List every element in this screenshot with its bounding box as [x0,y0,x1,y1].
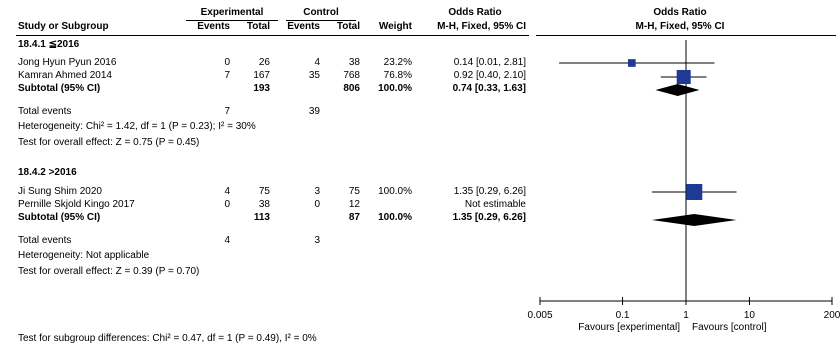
study-square [686,184,703,200]
subtotal-label: Subtotal (95% CI) [18,83,101,94]
header-control-rule [286,20,356,21]
odds-ratio-ci: 1.35 [0.29, 6.26] [453,186,526,197]
header-experimental-rule [186,20,278,21]
exp-events: 0 [224,199,230,210]
header-total-exp: Total [246,21,270,32]
header-odds-ratio-right: Odds Ratio [653,7,707,18]
exp-total: 75 [258,186,270,197]
header-method-right: M-H, Fixed, 95% CI [635,21,725,32]
ctl-total: 75 [348,186,360,197]
study-name: Kamran Ahmed 2014 [18,70,112,81]
exp-events: 0 [224,57,230,68]
header-events-ctl: Events [287,21,320,32]
total-events-exp: 4 [224,235,230,246]
tick-label: 0.1 [615,310,630,321]
exp-events: 7 [224,70,230,81]
overall-effect-text: Test for overall effect: Z = 0.75 (P = 0… [18,137,200,148]
heterogeneity-text: Heterogeneity: Not applicable [18,250,150,261]
odds-ratio-ci: 0.14 [0.01, 2.81] [453,57,526,68]
study-name: Pernille Skjold Kingo 2017 [18,199,135,210]
header-rule-table [16,35,529,36]
subtotal-ctl-total: 806 [343,83,360,94]
weight: 76.8% [383,70,412,81]
ctl-total: 38 [348,57,360,68]
header-total-ctl: Total [336,21,360,32]
tick-label: 200 [823,310,840,321]
header-rule-plot [536,35,836,36]
subtotal-weight: 100.0% [378,212,412,223]
header-events-exp: Events [197,21,230,32]
odds-ratio-ci: 0.92 [0.40, 2.10] [453,70,526,81]
ctl-total: 12 [348,199,360,210]
group-label: 18.4.1 ≦2016 [18,39,80,50]
subtotal-exp-total: 113 [253,212,270,223]
subgroup-test-text: Test for subgroup differences: Chi² = 0.… [18,333,317,344]
exp-events: 4 [224,186,230,197]
group-label: 18.4.2 >2016 [18,167,77,178]
header-experimental: Experimental [200,7,264,18]
subtotal-label: Subtotal (95% CI) [18,212,101,223]
subtotal-exp-total: 193 [253,83,270,94]
tick-label: 10 [743,310,755,321]
study-name: Jong Hyun Pyun 2016 [18,57,117,68]
favours-experimental-label: Favours [experimental] [578,322,680,333]
header-odds-ratio-left: Odds Ratio [448,7,502,18]
overall-effect-text: Test for overall effect: Z = 0.39 (P = 0… [18,266,200,277]
total-events-ctl: 3 [314,235,320,246]
subtotal-ci: 1.35 [0.29, 6.26] [452,212,526,223]
odds-ratio-ci: Not estimable [464,199,526,210]
heterogeneity-text: Heterogeneity: Chi² = 1.42, df = 1 (P = … [18,121,256,132]
ctl-events: 0 [314,199,320,210]
subtotal-diamond [651,214,737,226]
header-method-left: M-H, Fixed, 95% CI [437,21,526,32]
exp-total: 167 [253,70,270,81]
subtotal-ci: 0.74 [0.33, 1.63] [452,83,526,94]
header-study-col: Study or Subgroup [18,21,109,32]
ctl-events: 4 [314,57,320,68]
weight: 100.0% [378,186,412,197]
weight: 23.2% [383,57,412,68]
total-events-ctl: 39 [308,106,320,117]
subtotal-ctl-total: 87 [348,212,360,223]
header-weight: Weight [378,21,412,32]
total-events-exp: 7 [224,106,230,117]
ctl-events: 35 [308,70,320,81]
exp-total: 26 [258,57,270,68]
study-square [627,59,636,67]
subtotal-diamond [655,84,700,96]
subtotal-weight: 100.0% [378,83,412,94]
tick-label: 1 [683,310,689,321]
study-square [676,69,691,85]
exp-total: 38 [258,199,270,210]
favours-control-label: Favours [control] [692,322,767,333]
header-control: Control [303,7,339,18]
ctl-total: 768 [343,70,360,81]
tick-label: 0.005 [527,310,553,321]
ctl-events: 3 [314,186,320,197]
study-name: Ji Sung Shim 2020 [18,186,102,197]
total-events-label: Total events [18,106,72,117]
total-events-label: Total events [18,235,72,246]
